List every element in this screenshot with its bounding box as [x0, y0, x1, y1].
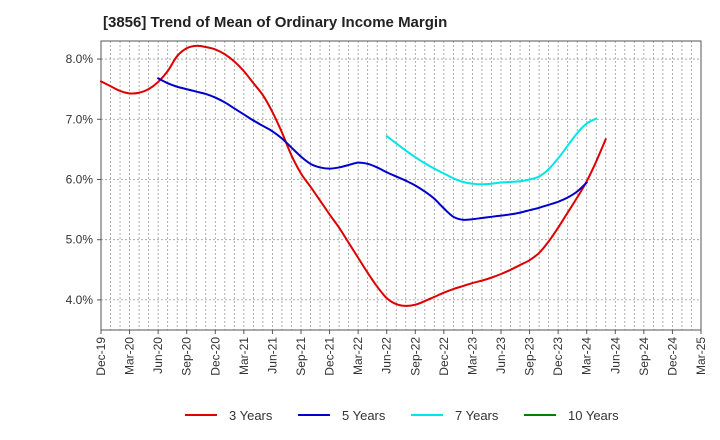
plot-frame — [100, 40, 702, 331]
x-tick-label: Mar-24 — [580, 337, 594, 375]
axes — [97, 40, 702, 334]
x-tick-label: Sep-24 — [637, 337, 651, 376]
x-tick-label: Jun-22 — [380, 337, 394, 374]
legend-item-7-years: 7 Years — [411, 404, 498, 426]
y-tick-label: 8.0% — [66, 52, 94, 66]
y-tick-labels: 4.0% 5.0% 6.0% 7.0% 8.0% — [66, 52, 94, 307]
x-tick-label: Jun-24 — [608, 337, 622, 374]
x-tick-label: Sep-20 — [180, 337, 194, 376]
x-tick-labels: Dec-19 Mar-20 Jun-20 Sep-20 Dec-20 Mar-21 Jun-… — [94, 337, 708, 376]
legend-label: 7 Years — [455, 407, 499, 423]
x-tick-label: Sep-21 — [294, 337, 308, 376]
series-line-7-years — [385, 117, 598, 186]
legend-label: 5 Years — [342, 407, 386, 423]
x-tick-label: Sep-22 — [408, 337, 422, 376]
legend-item-3-years: 3 Years — [185, 404, 272, 426]
x-tick-label: Mar-22 — [351, 337, 365, 375]
x-tick-label: Mar-23 — [465, 337, 479, 375]
legend-item-10-years: 10 Years — [524, 404, 619, 426]
y-tick-label: 4.0% — [66, 293, 94, 307]
legend-swatch — [411, 414, 443, 416]
x-tick-label: Jun-23 — [494, 337, 508, 374]
y-tick-label: 5.0% — [66, 233, 94, 247]
x-tick-label: Jun-21 — [265, 337, 279, 374]
x-tick-label: Dec-24 — [665, 337, 679, 376]
x-tick-label: Sep-23 — [523, 337, 537, 376]
x-tick-label: Jun-20 — [151, 337, 165, 374]
plot-area — [101, 41, 701, 330]
legend-swatch — [298, 414, 330, 416]
y-tick-label: 7.0% — [66, 112, 94, 126]
x-tick-label: Dec-20 — [208, 337, 222, 376]
x-tick-label: Mar-20 — [123, 337, 137, 375]
series-lines — [100, 44, 607, 307]
legend-swatch — [524, 414, 556, 416]
x-tick-label: Dec-21 — [323, 337, 337, 376]
legend-swatch — [185, 414, 217, 416]
y-tick-label: 6.0% — [66, 172, 94, 186]
x-tick-label: Dec-23 — [551, 337, 565, 376]
series-line-3-years — [100, 44, 607, 307]
x-tick-label: Mar-25 — [694, 337, 708, 375]
chart-title: [3856] Trend of Mean of Ordinary Income … — [103, 14, 448, 31]
grid-lines — [101, 41, 701, 330]
legend-label: 10 Years — [568, 407, 619, 423]
x-tick-label: Dec-22 — [437, 337, 451, 376]
x-tick-label: Mar-21 — [237, 337, 251, 375]
series-line-5-years — [157, 77, 588, 221]
x-tick-label: Dec-19 — [94, 337, 108, 376]
legend-item-5-years: 5 Years — [298, 404, 385, 426]
legend: 3 Years 5 Years 7 Years 10 Years — [0, 404, 720, 426]
legend-label: 3 Years — [229, 407, 273, 423]
